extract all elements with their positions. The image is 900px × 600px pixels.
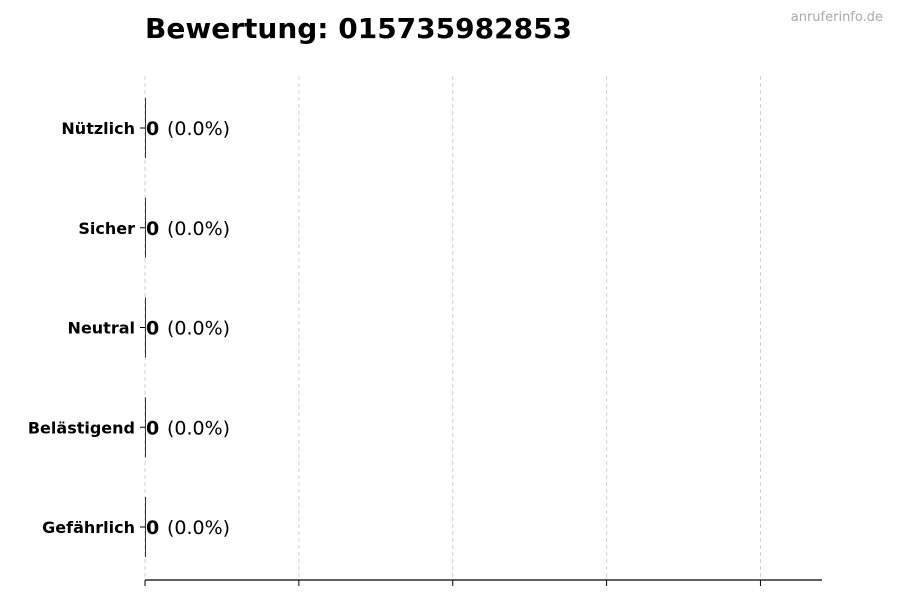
category-label: Sicher xyxy=(78,219,135,238)
category-label: Gefährlich xyxy=(42,518,135,537)
bar xyxy=(145,197,146,258)
data-label-count: 0 xyxy=(146,417,159,439)
data-label-percent: (0.0%) xyxy=(167,517,230,539)
data-label-count: 0 xyxy=(146,517,159,539)
data-label-percent: (0.0%) xyxy=(167,218,230,240)
data-label-count: 0 xyxy=(146,118,159,140)
data-label-percent: (0.0%) xyxy=(167,118,230,140)
data-label-count: 0 xyxy=(146,218,159,240)
watermark: anruferinfo.de xyxy=(790,10,883,25)
data-label-percent: (0.0%) xyxy=(167,417,230,439)
data-label-count: 0 xyxy=(146,318,159,340)
bar xyxy=(145,98,146,158)
category-label: Nützlich xyxy=(61,119,135,138)
chart-title: Bewertung: 015735982853 xyxy=(145,12,573,45)
bar xyxy=(145,297,146,358)
data-label-percent: (0.0%) xyxy=(167,318,230,340)
category-label: Neutral xyxy=(68,319,135,338)
bar xyxy=(145,397,146,458)
bar xyxy=(145,497,146,557)
category-label: Belästigend xyxy=(28,418,135,437)
